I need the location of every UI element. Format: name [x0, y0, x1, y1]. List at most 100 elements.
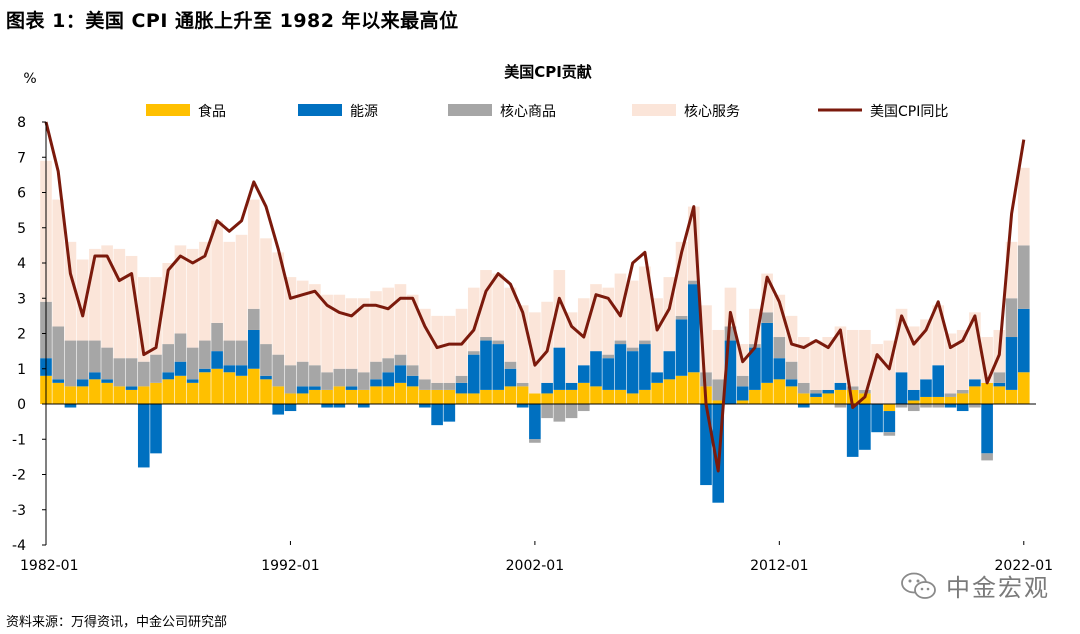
wechat-logo-icon [901, 572, 936, 599]
bar-energy [76, 379, 89, 387]
bar-core-services [724, 287, 737, 327]
bar-food [504, 386, 517, 405]
bar-energy [174, 361, 187, 376]
bar-food [186, 382, 199, 404]
bar-food [174, 375, 187, 404]
bar-core-goods [235, 340, 248, 366]
bar-core-goods [895, 404, 908, 408]
bar-energy [101, 379, 113, 383]
bar-core-goods [846, 386, 859, 390]
bar-energy [944, 404, 957, 408]
bar-core-services [920, 319, 932, 380]
bar-food [822, 393, 835, 404]
bar-food [602, 389, 615, 404]
bar-core-services [969, 312, 981, 380]
bar-energy [639, 344, 651, 390]
bar-core-goods [284, 365, 297, 394]
bar-core-goods [357, 372, 370, 390]
bar-core-services [516, 305, 529, 383]
bar-core-services [125, 255, 138, 359]
bar-core-goods [394, 354, 407, 366]
bar-core-goods [1005, 298, 1018, 338]
bar-food [993, 386, 1006, 405]
bar-core-services [235, 234, 248, 341]
legend-swatch-core-services [632, 104, 676, 116]
bar-core-goods [480, 337, 492, 341]
bar-core-goods [309, 365, 321, 387]
bar-food [260, 379, 272, 404]
bar-energy [186, 379, 199, 383]
stacked-contribution-bars [40, 160, 1030, 503]
bar-core-goods [577, 404, 590, 412]
bar-core-services [223, 241, 236, 341]
bar-food [296, 393, 309, 404]
bar-food [223, 372, 236, 404]
bar-food [956, 393, 969, 404]
bar-core-services [687, 206, 700, 281]
bar-energy [211, 351, 223, 369]
bar-energy [859, 404, 871, 450]
bar-energy [52, 379, 65, 383]
y-tick-label: 4 [17, 256, 26, 272]
bar-core-goods [639, 340, 651, 345]
bar-core-goods [125, 358, 138, 387]
bar-core-goods [431, 382, 443, 390]
bar-core-services [504, 287, 517, 362]
bar-core-goods [101, 347, 113, 380]
y-tick-label: -2 [12, 468, 26, 484]
bar-core-goods [492, 340, 505, 345]
bar-food [137, 386, 150, 405]
cpi-yoy-line [44, 121, 1026, 473]
bar-core-goods [260, 344, 272, 376]
bar-core-goods [907, 404, 920, 412]
bar-core-goods [981, 453, 993, 461]
bar-core-goods [834, 404, 847, 408]
bar-energy [443, 404, 456, 422]
bar-energy [981, 404, 993, 454]
bar-food [944, 396, 957, 404]
bar-core-services [101, 245, 113, 348]
bar-core-goods [761, 312, 773, 323]
bar-core-goods [504, 361, 517, 369]
bar-core-services [553, 270, 566, 348]
bar-food [590, 386, 602, 405]
bar-energy [785, 379, 798, 387]
bar-energy [431, 404, 443, 426]
bar-core-services [370, 291, 382, 362]
bar-food [541, 393, 553, 404]
bar-core-services [321, 294, 333, 373]
bar-energy [956, 404, 969, 412]
bar-food [443, 389, 456, 404]
bar-food [211, 368, 223, 404]
bar-food [687, 372, 700, 404]
bar-energy [687, 284, 700, 373]
bar-core-goods [247, 308, 260, 330]
x-tick-label: 2022-01 [995, 558, 1054, 574]
bar-core-services [859, 329, 871, 390]
bar-core-goods [419, 379, 431, 390]
bar-energy [614, 344, 627, 390]
bar-core-services [443, 315, 456, 383]
bar-core-services [1017, 167, 1030, 246]
bar-energy [834, 382, 847, 390]
bar-food [675, 375, 688, 404]
bar-core-goods [89, 340, 101, 373]
bar-food [406, 386, 419, 405]
bar-core-services [284, 277, 297, 366]
bar-core-services [76, 259, 89, 341]
bar-energy [137, 404, 150, 468]
legend-label-energy: 能源 [350, 104, 378, 120]
bar-core-goods [52, 326, 65, 380]
figure-title: 图表 1：美国 CPI 通胀上升至 1982 年以来最高位 [6, 10, 459, 32]
bar-energy [235, 365, 248, 376]
bar-food [357, 389, 370, 404]
x-tick-label: 2002-01 [506, 558, 565, 574]
y-tick-label: -4 [12, 538, 26, 554]
bar-food [932, 396, 945, 404]
x-axis: 1982-01 1992-01 2002-01 2012-01 2022-01 [20, 541, 1053, 574]
bar-core-goods [1017, 245, 1030, 309]
bar-core-services [64, 241, 77, 341]
bar-core-services [565, 312, 578, 383]
bar-food [89, 379, 101, 404]
y-tick-label: 7 [17, 150, 26, 166]
